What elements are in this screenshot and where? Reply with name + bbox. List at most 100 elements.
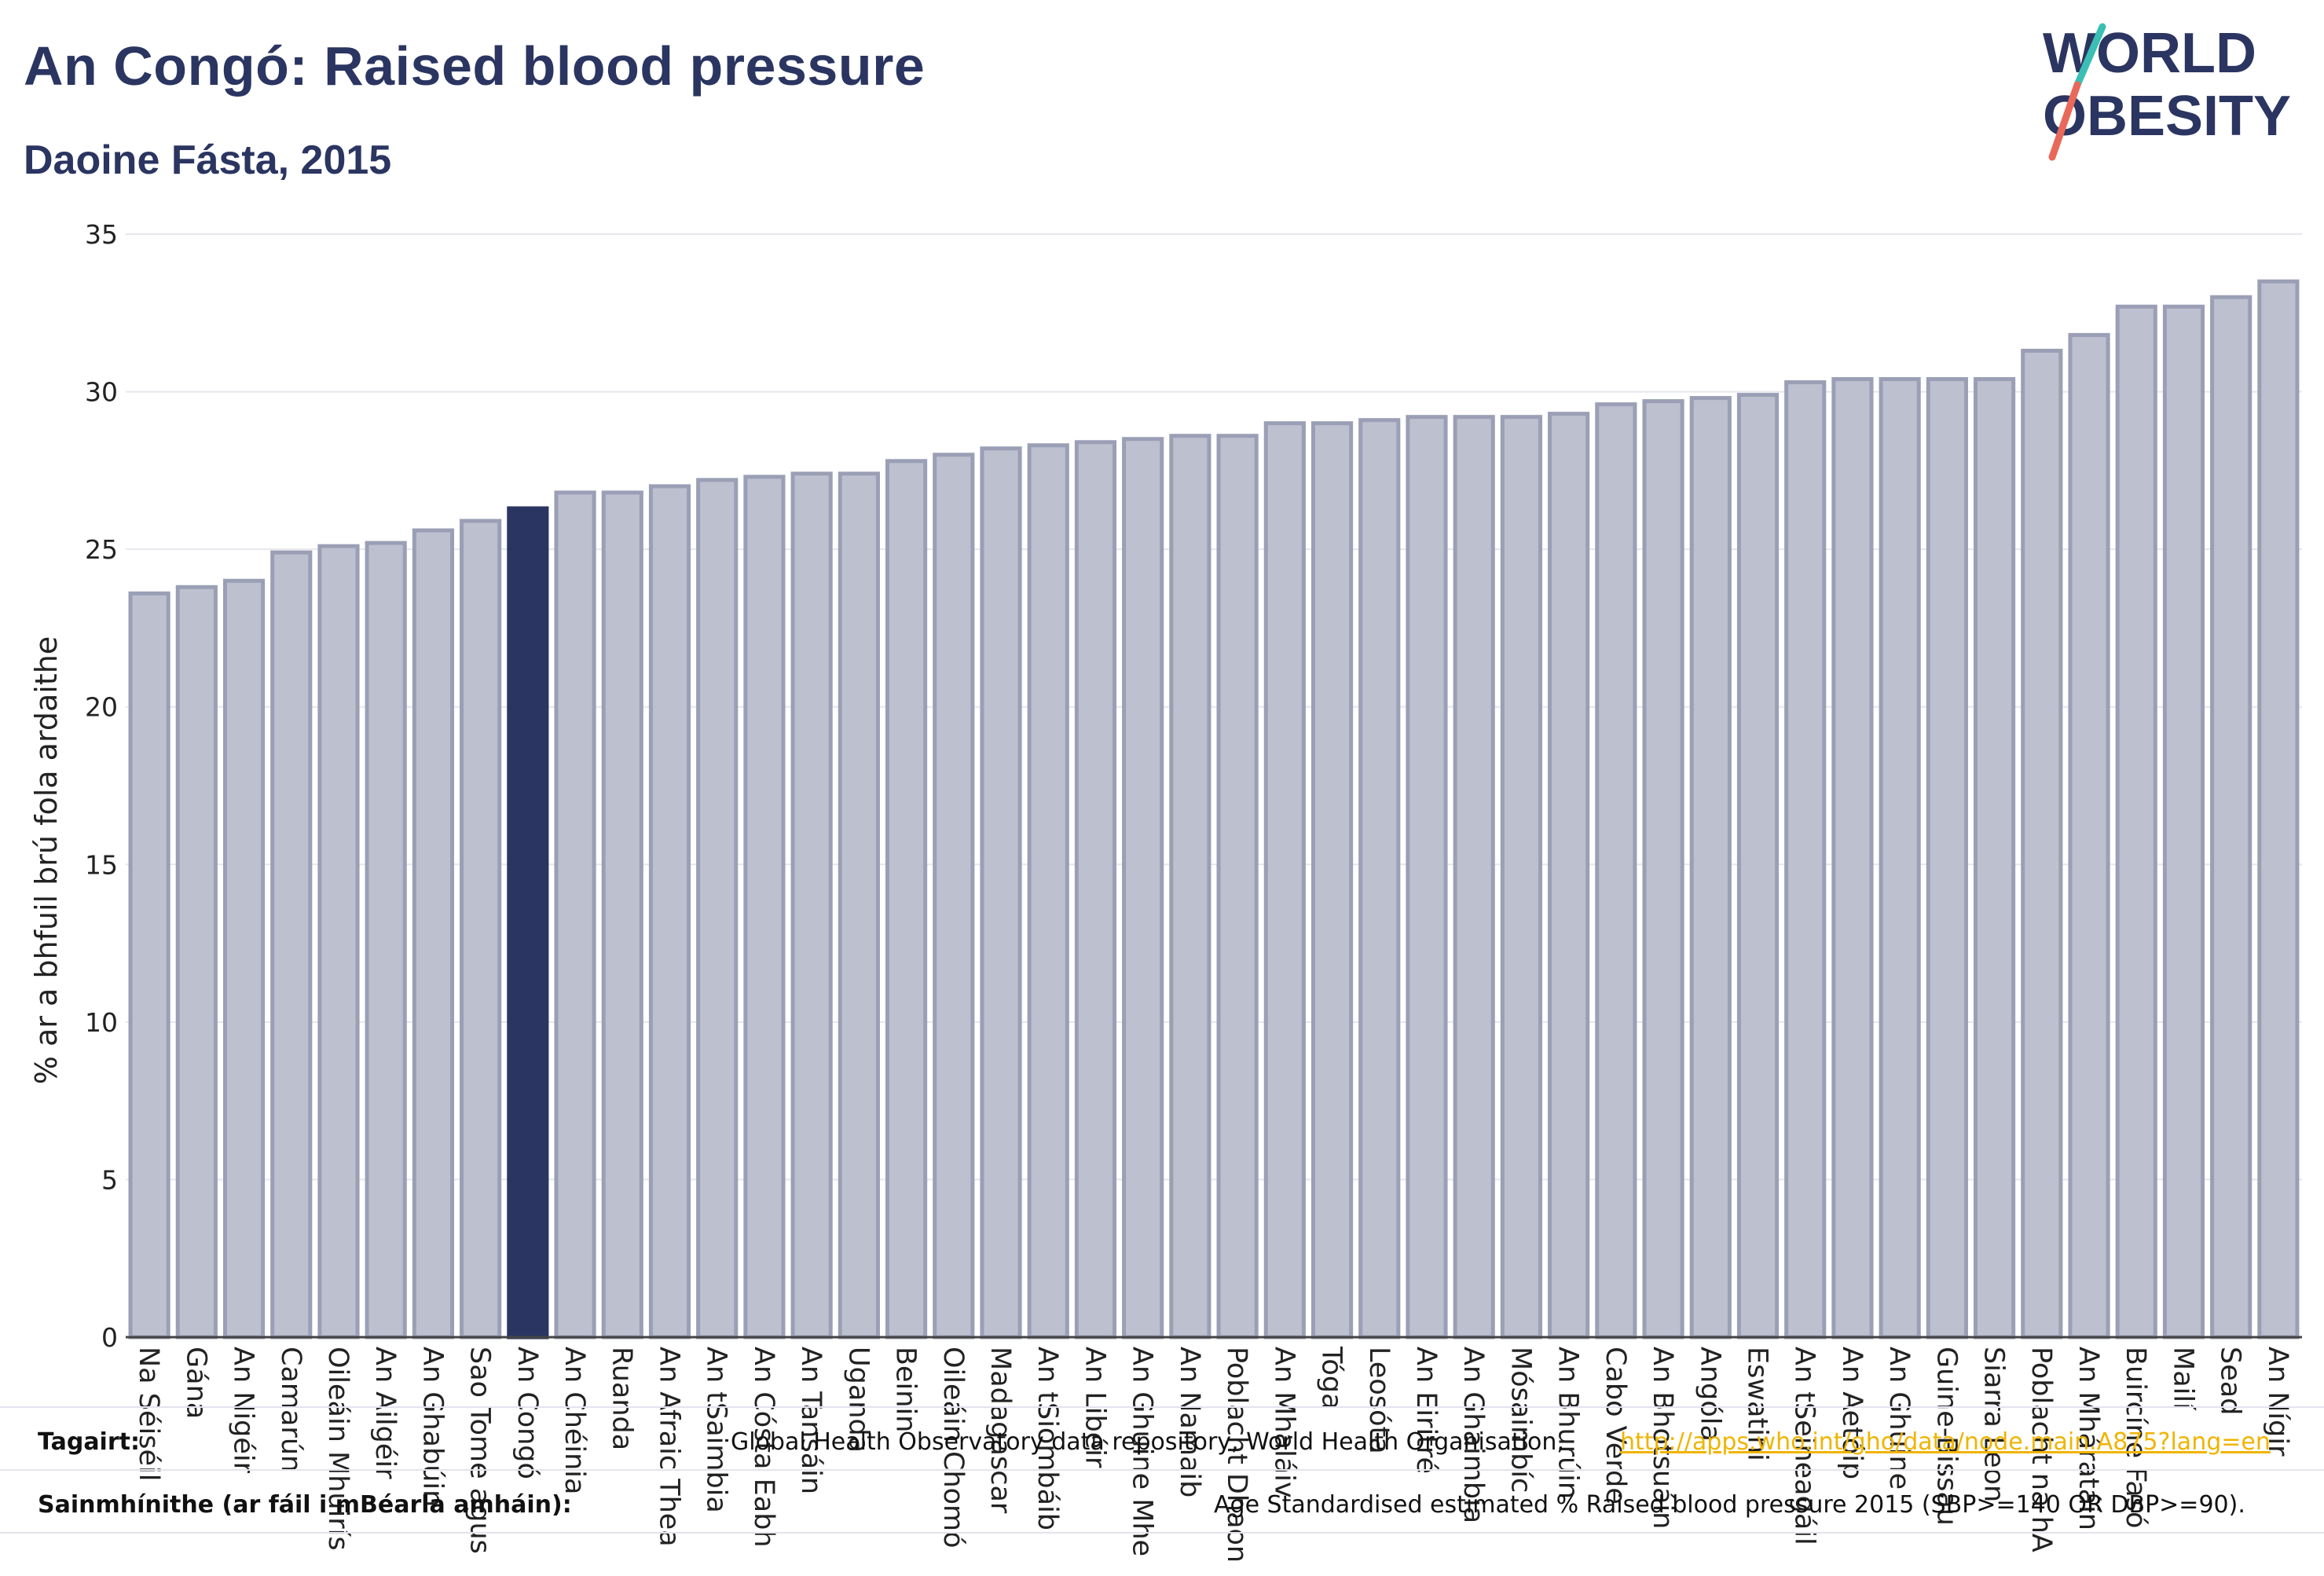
bar[interactable] (2021, 348, 2063, 1340)
bar[interactable] (601, 490, 643, 1340)
y-tick-label: 35 (85, 219, 118, 250)
x-tick-label: Madagascar (984, 1347, 1016, 1514)
x-tick-label: Buircíne Fasó (2120, 1347, 2151, 1528)
bar[interactable] (317, 544, 360, 1340)
bar[interactable] (838, 471, 880, 1340)
x-tick-label: An Nígir (2262, 1347, 2293, 1457)
x-tick-label: Eswatini (1742, 1347, 1773, 1461)
x-tick-label: Na Séiséil (133, 1347, 164, 1481)
bar[interactable] (1310, 421, 1354, 1340)
x-tick-label: An Ailgéir (369, 1347, 401, 1479)
x-tick-label: An Nigéir (228, 1347, 259, 1474)
bar[interactable] (1406, 415, 1448, 1340)
chart-subtitle: Daoine Fásta, 2015 (24, 137, 392, 183)
logo-slash-teal (2073, 23, 2106, 89)
bar[interactable] (2115, 304, 2157, 1340)
reference-text: Global Health Observatory data repositor… (731, 1428, 1564, 1456)
bar[interactable] (1831, 377, 1874, 1340)
x-tick-label: Cabo Verde (1600, 1347, 1631, 1505)
x-tick-label: An Afraic Thea (654, 1347, 685, 1547)
definition-label: Sainmhínithe (ar fáil i mBéarla amháin): (38, 1491, 572, 1519)
bar[interactable] (1926, 377, 1968, 1340)
world-obesity-logo: WORLD OBESITY (2043, 22, 2291, 161)
y-tick-label: 0 (101, 1322, 118, 1353)
x-tick-label: Oileáin Mhuirís (322, 1347, 354, 1551)
x-tick-label: Uganda (842, 1347, 874, 1453)
x-tick-label: Ruanda (606, 1347, 637, 1450)
bar[interactable] (2162, 304, 2205, 1340)
bar[interactable] (222, 578, 266, 1340)
x-tick-label: Oileáin Chomó (937, 1347, 969, 1549)
bar[interactable] (1122, 437, 1164, 1340)
x-tick-label: An Namaib (1174, 1347, 1205, 1497)
x-tick-label: An Ghabúin (416, 1347, 448, 1507)
y-tick-label: 10 (85, 1007, 118, 1038)
y-tick-label: 25 (85, 534, 118, 565)
bar[interactable] (1974, 377, 2016, 1340)
axes: 0 5 10 15 20 25 30 35 Na Séiséil Gána An Nigéir Cam… (85, 219, 2302, 1563)
reference-label: Tagairt: (38, 1428, 140, 1456)
bar[interactable] (1027, 443, 1069, 1340)
bar[interactable] (1358, 418, 1401, 1340)
bar[interactable] (554, 490, 596, 1340)
y-tick-label: 20 (85, 692, 118, 723)
x-tick-label: An Tansáin (795, 1347, 827, 1494)
bar[interactable] (743, 475, 786, 1340)
y-tick-label: 30 (85, 377, 118, 408)
bar[interactable] (1642, 399, 1684, 1340)
chart-title: An Congó: Raised blood pressure (24, 35, 926, 97)
x-tick-label: Tóga (1316, 1346, 1347, 1410)
reference-link[interactable]: http://apps.who.int/gho/data/node.main.A… (1620, 1428, 2271, 1456)
bar[interactable] (1074, 440, 1117, 1340)
bar[interactable] (460, 519, 502, 1340)
bar[interactable] (1216, 434, 1259, 1340)
bar[interactable] (790, 471, 833, 1340)
y-tick-label: 5 (101, 1164, 118, 1195)
x-tick-label: Beinin (890, 1347, 922, 1432)
x-tick-label: An Mháratáin (2073, 1347, 2104, 1530)
footer-divider-top (0, 1406, 2324, 1408)
bar[interactable] (175, 585, 218, 1340)
bar[interactable] (128, 591, 170, 1340)
bar[interactable] (1500, 415, 1542, 1340)
x-tick-label: Sead (2215, 1347, 2246, 1415)
bar[interactable] (2210, 295, 2253, 1340)
bar[interactable] (365, 541, 407, 1340)
bar[interactable] (1169, 434, 1211, 1340)
bar[interactable] (1736, 393, 1780, 1340)
x-tick-label: An Ghuine (1883, 1347, 1915, 1490)
bar[interactable] (412, 528, 455, 1340)
definition-text: Age Standardised estimated % Raised bloo… (1214, 1491, 2245, 1519)
bar[interactable] (1595, 402, 1637, 1340)
footer-divider-mid (0, 1469, 2324, 1471)
x-tick-label: An Aetóip (1836, 1347, 1868, 1479)
bar[interactable] (648, 484, 691, 1340)
x-tick-label: Gána (180, 1347, 211, 1419)
x-tick-label: Leosóta (1363, 1347, 1395, 1454)
x-tick-label: Camarún (275, 1347, 306, 1472)
x-tick-label: An Chéinia (559, 1347, 590, 1494)
x-tick-label: Mósaimbíc (1505, 1347, 1536, 1493)
bar[interactable] (1784, 380, 1827, 1340)
bar[interactable] (696, 478, 739, 1340)
y-tick-label: 15 (85, 849, 118, 880)
bar[interactable] (1879, 377, 1921, 1340)
bar[interactable] (933, 453, 975, 1340)
bar[interactable] (1263, 421, 1306, 1340)
bar[interactable] (885, 459, 928, 1340)
y-axis-label: % ar a bhfuil brú fola ardaithe (29, 636, 64, 1084)
bar[interactable] (2257, 279, 2300, 1340)
bar[interactable] (1453, 415, 1495, 1340)
bar[interactable] (270, 550, 313, 1340)
bar[interactable] (2068, 332, 2110, 1340)
bar-highlighted[interactable] (507, 506, 549, 1340)
x-tick-label: An Ghuine Mhe (1127, 1347, 1158, 1556)
bars (128, 279, 2300, 1340)
logo-line2: OBESITY (2043, 85, 2291, 148)
bar[interactable] (1548, 412, 1590, 1340)
bar[interactable] (980, 446, 1022, 1340)
bar[interactable] (1689, 396, 1732, 1340)
x-tick-label: Sao Tome agus (464, 1347, 496, 1554)
x-tick-label: Siarra Leon (1978, 1347, 2010, 1502)
